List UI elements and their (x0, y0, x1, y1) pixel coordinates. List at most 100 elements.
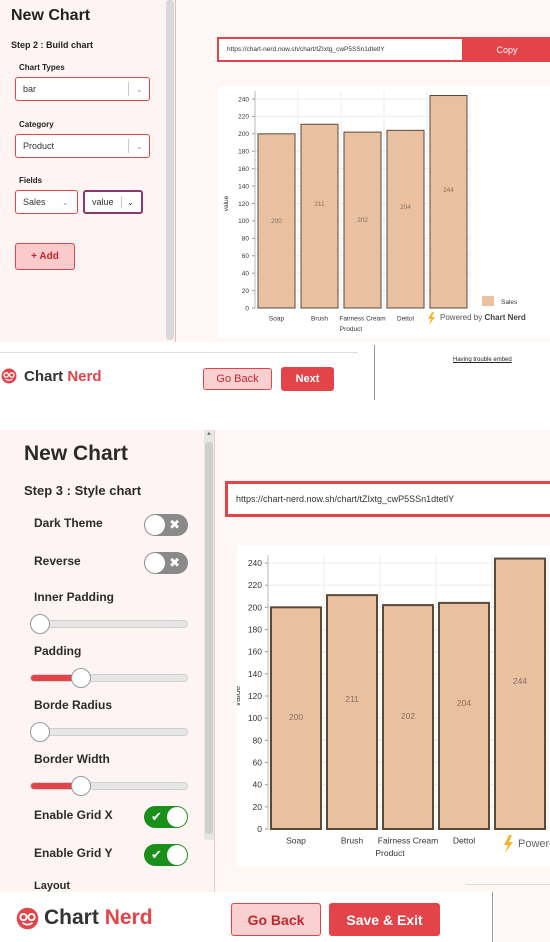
category-select[interactable]: Product ⌄ (15, 134, 150, 158)
chart-type-value: bar (23, 84, 37, 94)
sidebar-scrollbar[interactable] (166, 0, 174, 340)
x-tick-label: Soap (286, 836, 306, 846)
save-exit-button[interactable]: Save & Exit (329, 903, 440, 936)
scroll-up-icon[interactable]: ▲ (206, 431, 212, 437)
inner-padding-label: Inner Padding (34, 590, 115, 604)
logo-suffix: Nerd (104, 906, 153, 929)
logo-text: Chart Nerd (44, 906, 153, 930)
add-field-button[interactable]: + Add (15, 243, 75, 270)
grid-x-label: Enable Grid X (34, 808, 113, 822)
x-tick-label: Soap (269, 316, 285, 323)
y-tick-label: 200 (238, 131, 249, 138)
check-icon: ✔ (151, 809, 162, 824)
close-icon: ✖ (169, 517, 180, 532)
border-width-slider[interactable] (30, 776, 188, 796)
bar-value-label: 202 (357, 217, 368, 224)
embed-url-field[interactable]: https://chart-nerd.now.sh/chart/tZIxtg_c… (225, 481, 550, 517)
step-heading: Step 3 : Style chart (24, 483, 142, 498)
toggle-knob (167, 845, 187, 865)
toggle-knob (167, 807, 187, 827)
slider-fill (31, 783, 83, 789)
reverse-toggle[interactable]: ✖ (144, 552, 188, 574)
field-sales-select[interactable]: Sales ⌄ (15, 190, 78, 214)
padding-slider[interactable] (30, 668, 188, 688)
y-tick-label: 240 (238, 96, 249, 103)
y-tick-label: 180 (248, 624, 262, 634)
field-sales-value: Sales (23, 197, 46, 207)
y-tick-label: 220 (248, 580, 262, 590)
inner-padding-slider[interactable] (30, 614, 188, 634)
slider-handle[interactable] (71, 668, 92, 688)
y-tick-label: 0 (245, 305, 249, 312)
x-tick-label: Fairness Cream (339, 316, 385, 323)
bar-value-label: 200 (271, 218, 282, 225)
footer-divider-vertical (492, 892, 493, 942)
sidebar-scrollbar[interactable]: ▲ (204, 430, 214, 840)
select-separator (128, 139, 129, 153)
lightning-icon (428, 312, 435, 325)
y-tick-label: 160 (248, 647, 262, 657)
border-radius-label: Borde Radius (34, 698, 113, 712)
close-icon: ✖ (169, 555, 180, 570)
y-tick-label: 200 (248, 602, 262, 612)
bar (386, 129, 425, 309)
y-tick-label: 120 (238, 201, 249, 208)
y-tick-label: 220 (238, 114, 249, 121)
y-tick-label: 0 (257, 824, 262, 834)
logo-suffix: Nerd (67, 368, 102, 385)
slider-handle[interactable] (30, 722, 50, 742)
x-tick-label: Brush (341, 836, 363, 846)
logo-text: Chart Nerd (24, 368, 102, 385)
bar (270, 606, 322, 831)
powered-by-text: Powered by Chart Nerd (440, 313, 526, 322)
panel-divider (466, 884, 550, 885)
logo-prefix: Chart (24, 368, 68, 385)
y-tick-label: 60 (253, 757, 263, 767)
grid-y-toggle[interactable]: ✔ (144, 844, 188, 866)
slider-handle[interactable] (30, 614, 50, 634)
chevron-down-icon: ⌄ (136, 141, 143, 151)
bar-value-label: 244 (513, 676, 527, 686)
embed-url-field[interactable]: https://chart-nerd.now.sh/chart/tZIxtg_c… (217, 37, 464, 62)
legend-swatch (482, 296, 494, 306)
chevron-down-icon: ⌄ (62, 197, 69, 207)
grid-y-label: Enable Grid Y (34, 846, 113, 860)
select-separator (121, 196, 122, 208)
field-value-select[interactable]: value ⌄ (83, 190, 143, 214)
chevron-down-icon: ⌄ (136, 84, 143, 94)
chart-type-select[interactable]: bar ⌄ (15, 77, 150, 101)
footer-side-panel (495, 892, 550, 942)
go-back-button[interactable]: Go Back (231, 903, 321, 936)
chart-preview: 0 20 40 60 80 100 120 140 160 180 200 220 240 200 211 2… (218, 86, 550, 338)
go-back-button[interactable]: Go Back (203, 368, 272, 390)
next-button[interactable]: Next (281, 367, 334, 391)
copy-button[interactable]: Copy (464, 37, 550, 62)
y-tick-label: 140 (238, 183, 249, 190)
chart-types-label: Chart Types (19, 63, 65, 72)
x-tick-label: Fairness Cream (378, 836, 438, 846)
fields-label: Fields (19, 176, 43, 185)
legend-label: Sales (501, 299, 518, 306)
logo-prefix: Chart (44, 906, 105, 929)
powered-by-text: Powere (518, 838, 550, 850)
border-radius-slider[interactable] (30, 722, 188, 742)
x-axis-title: Product (375, 848, 405, 858)
grid-x-toggle[interactable]: ✔ (144, 806, 188, 828)
y-tick-label: 80 (242, 236, 250, 243)
bar-value-label: 211 (345, 694, 359, 704)
slider-handle[interactable] (71, 776, 92, 796)
bar (382, 604, 434, 830)
trouble-link[interactable]: Having trouble embed (453, 357, 512, 363)
toggle-knob (145, 515, 165, 535)
bar (257, 133, 296, 309)
padding-label: Padding (34, 644, 82, 658)
scrollbar-thumb[interactable] (205, 442, 213, 834)
dark-theme-toggle[interactable]: ✖ (144, 514, 188, 536)
y-axis-title: value (237, 686, 242, 707)
reverse-label: Reverse (34, 554, 81, 568)
y-tick-label: 80 (253, 735, 263, 745)
page-title: New Chart (11, 7, 91, 24)
chevron-down-icon: ⌄ (127, 197, 134, 207)
y-tick-label: 20 (242, 288, 250, 295)
chart-preview: 0 20 40 60 80 100 120 140 160 180 200 220 240 200 211 2… (232, 545, 550, 867)
